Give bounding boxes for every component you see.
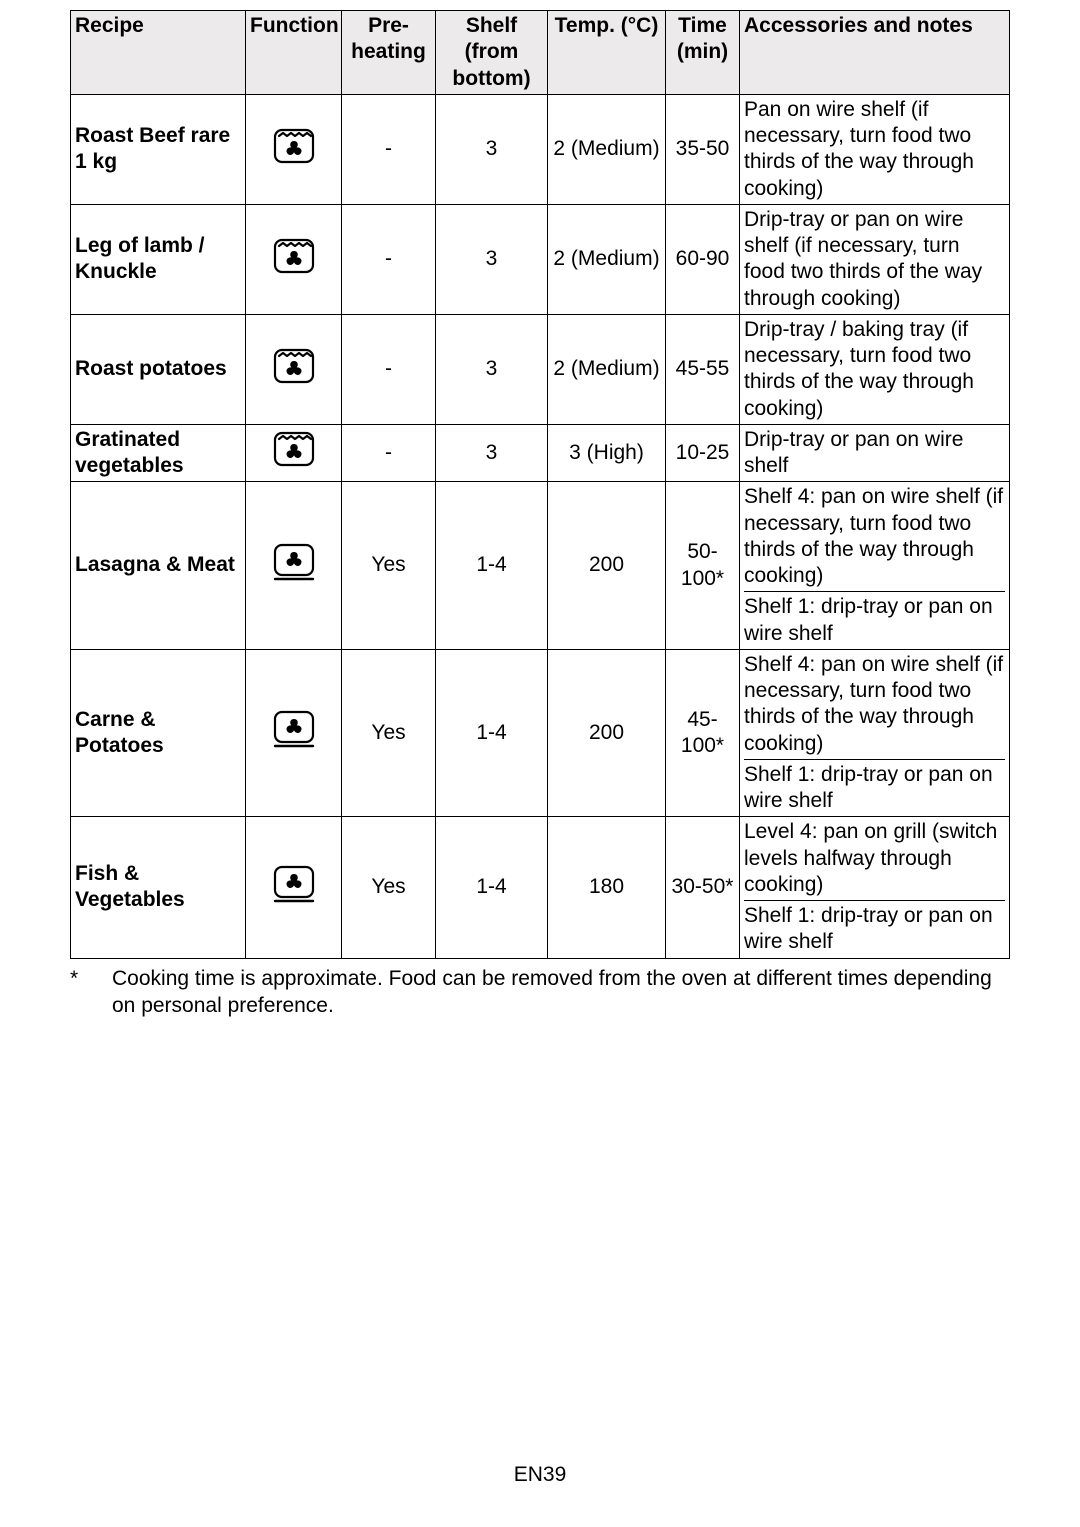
cell-shelf: 1-4 — [436, 817, 548, 958]
notes-upper: Level 4: pan on grill (switch levels hal… — [744, 819, 1005, 901]
cell-function — [246, 482, 342, 650]
cell-preheating: - — [342, 424, 436, 482]
notes-lower: Shelf 1: drip-tray or pan on wire shelf — [744, 762, 1005, 815]
cell-time: 50-100* — [666, 482, 740, 650]
table-header-row: Recipe Function Pre-heating Shelf (from … — [71, 11, 1010, 95]
col-temp: Temp. (°C) — [548, 11, 666, 95]
cell-function — [246, 424, 342, 482]
table-row: Carne & Potatoes Yes1-420045-100*Shelf 4:… — [71, 649, 1010, 817]
cell-recipe: Gratinated vegetables — [71, 424, 246, 482]
cell-preheating: Yes — [342, 817, 436, 958]
footnote: * Cooking time is approximate. Food can … — [70, 965, 1010, 1020]
page-number: EN39 — [0, 1463, 1080, 1487]
cell-recipe: Fish & Vegetables — [71, 817, 246, 958]
cell-time: 45-55 — [666, 314, 740, 424]
turbo-grill-icon — [271, 126, 317, 166]
col-time: Time (min) — [666, 11, 740, 95]
cell-time: 60-90 — [666, 204, 740, 314]
turbo-grill-icon — [271, 236, 317, 276]
forced-air-icon — [271, 864, 317, 904]
cell-shelf: 3 — [436, 204, 548, 314]
cell-notes: Pan on wire shelf (if necessary, turn fo… — [740, 94, 1010, 204]
cell-function — [246, 314, 342, 424]
cell-recipe: Roast potatoes — [71, 314, 246, 424]
cell-preheating: - — [342, 94, 436, 204]
cell-function — [246, 204, 342, 314]
cell-shelf: 3 — [436, 424, 548, 482]
cell-preheating: Yes — [342, 649, 436, 817]
cell-notes: Shelf 4: pan on wire shelf (if necessary… — [740, 482, 1010, 650]
turbo-grill-icon — [271, 429, 317, 469]
cell-function — [246, 94, 342, 204]
cell-shelf: 3 — [436, 314, 548, 424]
notes-upper: Shelf 4: pan on wire shelf (if necessary… — [744, 484, 1005, 592]
cell-function — [246, 817, 342, 958]
cell-recipe: Carne & Potatoes — [71, 649, 246, 817]
table-row: Roast Beef rare 1 kg-32 (Medium)35-50Pan… — [71, 94, 1010, 204]
cell-temp: 200 — [548, 482, 666, 650]
cell-notes: Shelf 4: pan on wire shelf (if necessary… — [740, 649, 1010, 817]
cell-notes: Drip-tray or pan on wire shelf (if neces… — [740, 204, 1010, 314]
cell-temp: 2 (Medium) — [548, 94, 666, 204]
table-row: Roast potatoes-32 (Medium)45-55Drip-tray… — [71, 314, 1010, 424]
cell-shelf: 1-4 — [436, 649, 548, 817]
cell-time: 35-50 — [666, 94, 740, 204]
col-function: Function — [246, 11, 342, 95]
cell-temp: 200 — [548, 649, 666, 817]
col-notes: Accessories and notes — [740, 11, 1010, 95]
footnote-mark: * — [70, 965, 112, 1020]
col-recipe: Recipe — [71, 11, 246, 95]
cell-temp: 180 — [548, 817, 666, 958]
cell-function — [246, 649, 342, 817]
forced-air-icon — [271, 542, 317, 582]
col-preheating: Pre-heating — [342, 11, 436, 95]
notes-lower: Shelf 1: drip-tray or pan on wire shelf — [744, 903, 1005, 956]
cooking-table: Recipe Function Pre-heating Shelf (from … — [70, 10, 1010, 959]
cell-temp: 2 (Medium) — [548, 204, 666, 314]
cell-recipe: Leg of lamb / Knuckle — [71, 204, 246, 314]
cell-notes: Level 4: pan on grill (switch levels hal… — [740, 817, 1010, 958]
table-row: Leg of lamb / Knuckle-32 (Medium)60-90Dr… — [71, 204, 1010, 314]
cell-preheating: - — [342, 204, 436, 314]
cell-shelf: 1-4 — [436, 482, 548, 650]
cell-shelf: 3 — [436, 94, 548, 204]
forced-air-icon — [271, 709, 317, 749]
table-row: Fish & Vegetables Yes1-418030-50*Level 4:… — [71, 817, 1010, 958]
table-row: Gratinated vegetables -33 (High)10-25Drip… — [71, 424, 1010, 482]
cell-notes: Drip-tray / baking tray (if necessary, t… — [740, 314, 1010, 424]
cell-recipe: Lasagna & Meat — [71, 482, 246, 650]
cell-preheating: - — [342, 314, 436, 424]
table-row: Lasagna & Meat Yes1-420050-100*Shelf 4: p… — [71, 482, 1010, 650]
col-shelf: Shelf (from bottom) — [436, 11, 548, 95]
cell-temp: 3 (High) — [548, 424, 666, 482]
cell-time: 10-25 — [666, 424, 740, 482]
cell-time: 45-100* — [666, 649, 740, 817]
cell-temp: 2 (Medium) — [548, 314, 666, 424]
notes-lower: Shelf 1: drip-tray or pan on wire shelf — [744, 594, 1005, 647]
cell-notes: Drip-tray or pan on wire shelf — [740, 424, 1010, 482]
cell-preheating: Yes — [342, 482, 436, 650]
notes-upper: Shelf 4: pan on wire shelf (if necessary… — [744, 652, 1005, 760]
footnote-text: Cooking time is approximate. Food can be… — [112, 965, 1010, 1020]
cell-time: 30-50* — [666, 817, 740, 958]
turbo-grill-icon — [271, 346, 317, 386]
cell-recipe: Roast Beef rare 1 kg — [71, 94, 246, 204]
